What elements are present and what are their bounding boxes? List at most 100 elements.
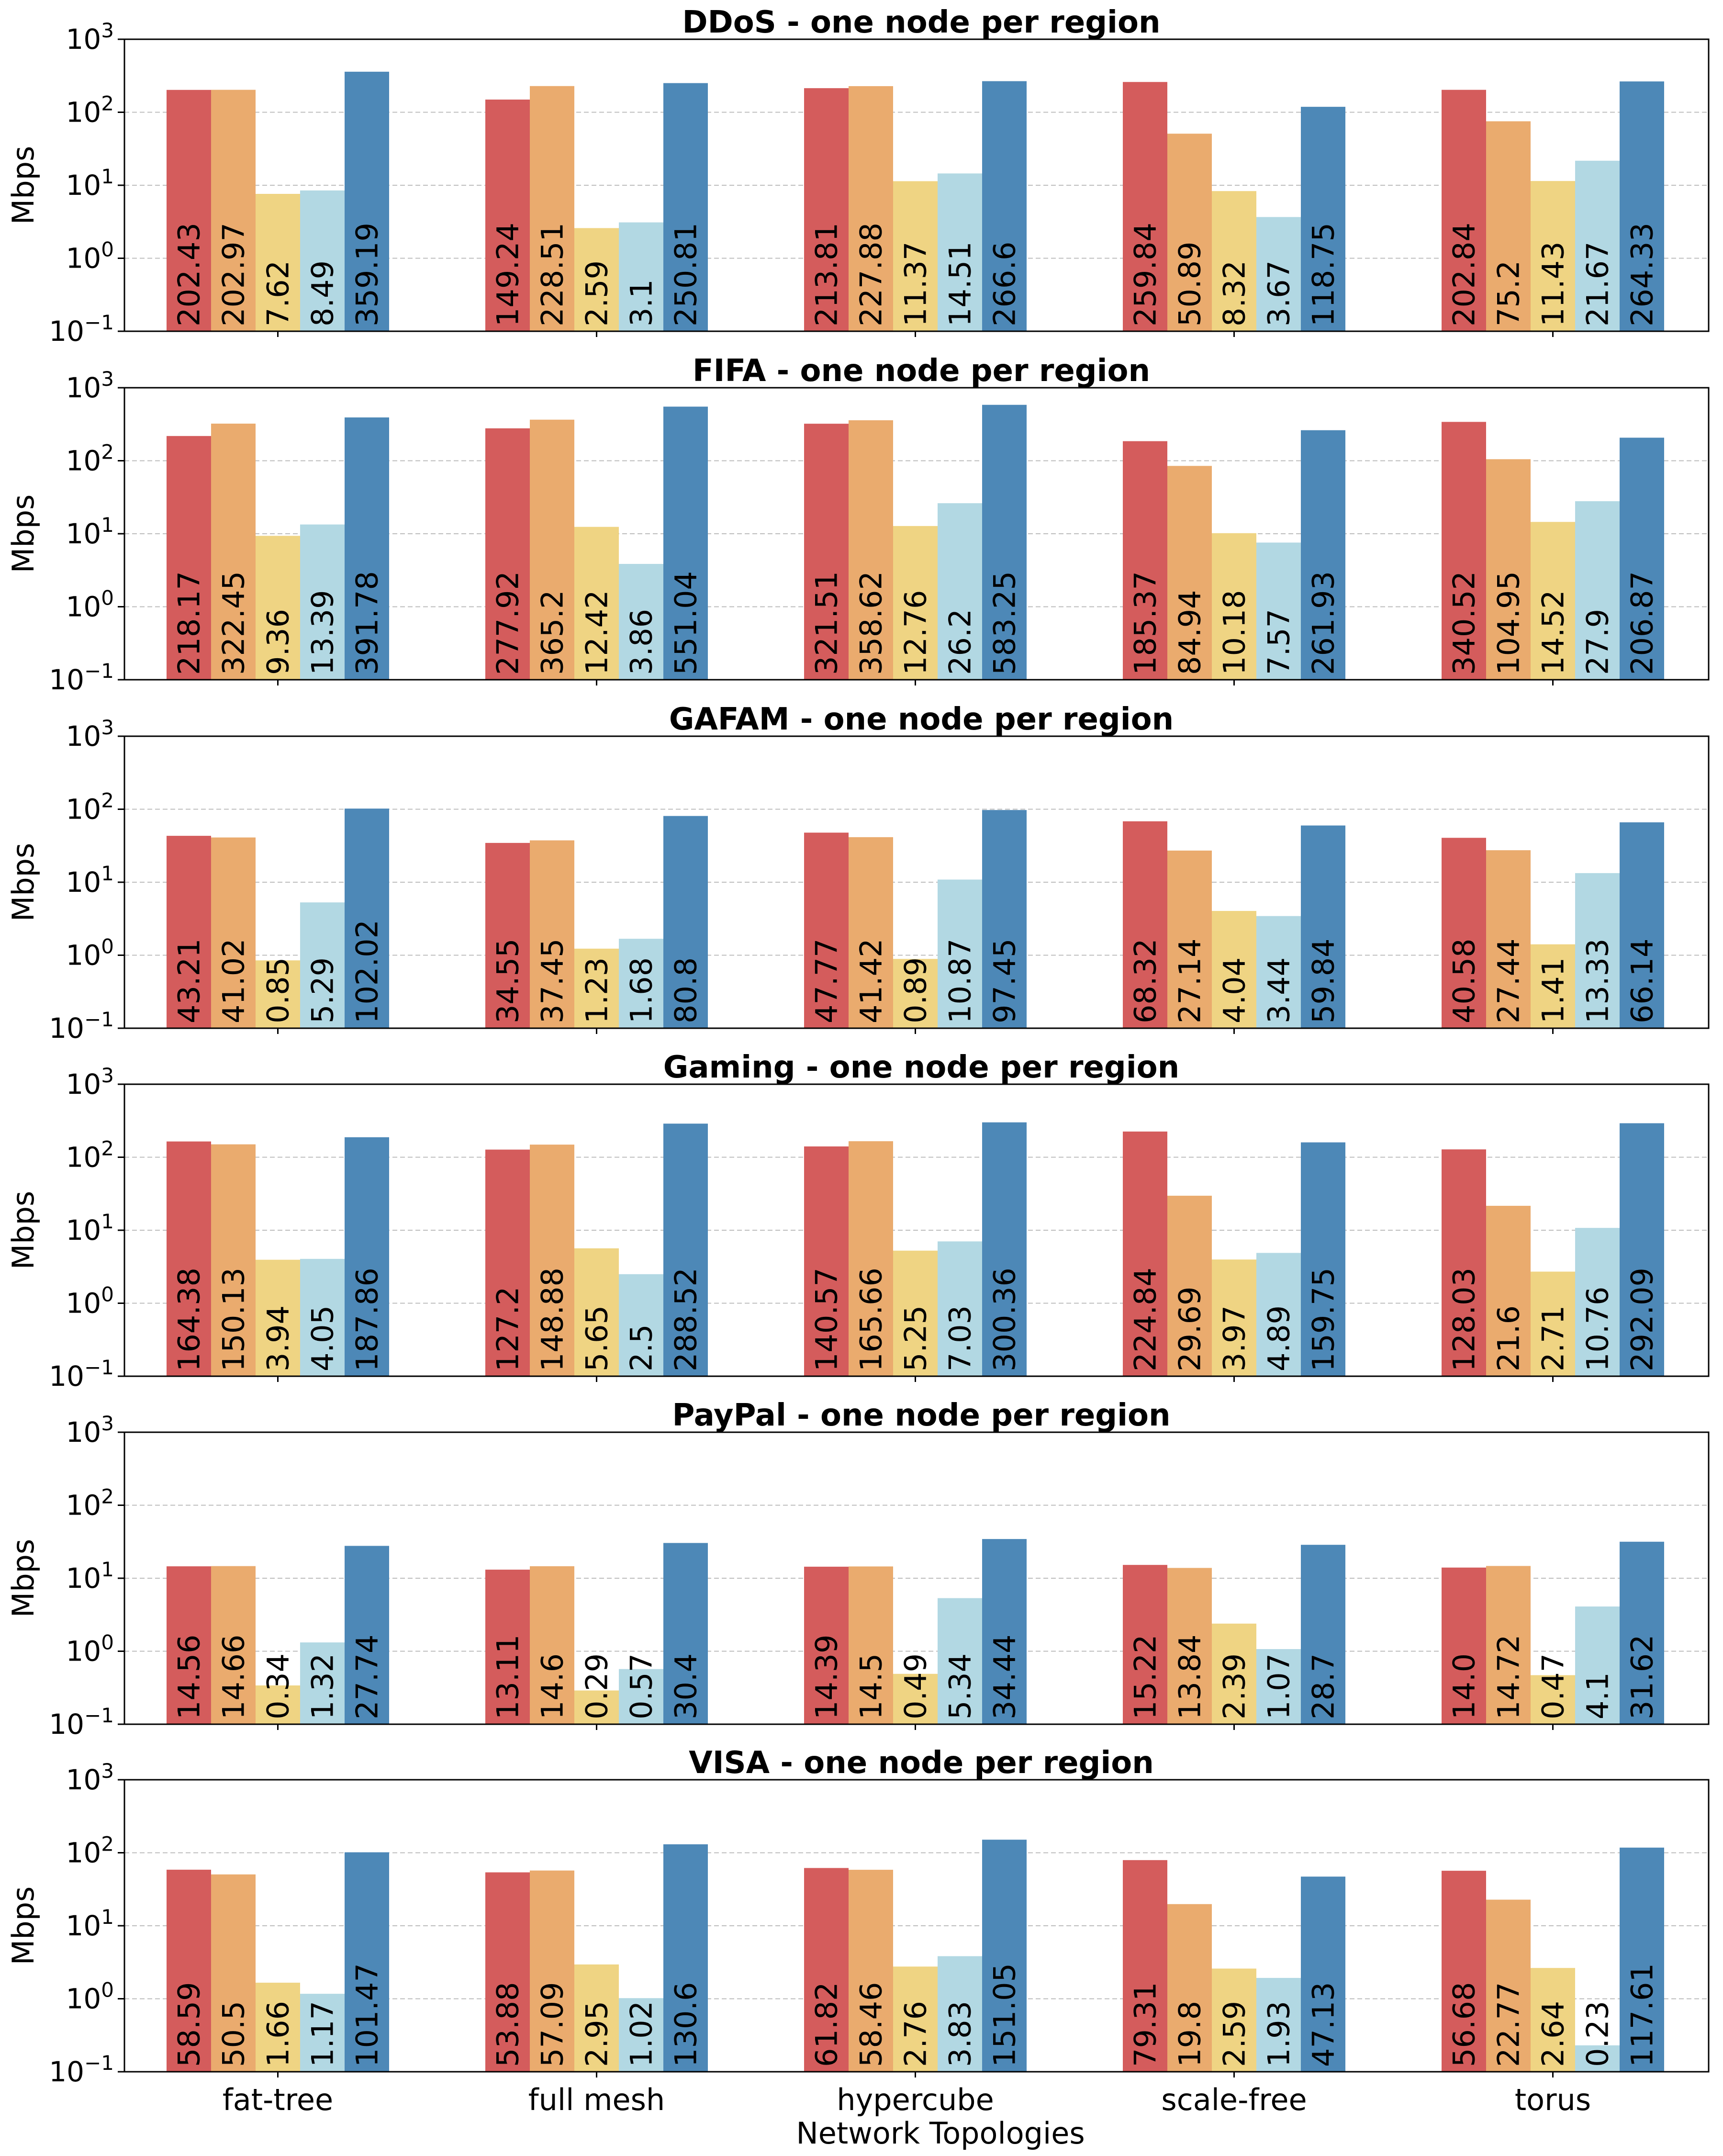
bar (1167, 134, 1212, 331)
bar (530, 840, 574, 1028)
bar (1575, 160, 1620, 331)
y-tick-base: 10 (66, 1562, 101, 1595)
bar-value-label: 31.62 (1625, 1635, 1660, 1720)
bar-value-label: 47.13 (1306, 1982, 1341, 2067)
y-tick-base: 10 (49, 2055, 84, 2088)
y-axis-label: Mbps (6, 146, 41, 225)
bar-value-label: 5.29 (305, 957, 340, 1023)
bar-value-label: 12.76 (898, 590, 933, 675)
bar-value-label: 7.03 (943, 1305, 978, 1371)
y-tick-label: 100 (66, 1978, 114, 2015)
y-tick-base: 10 (66, 1909, 101, 1942)
bar (345, 71, 389, 331)
y-tick-exponent: 3 (101, 1064, 114, 1087)
bar-value-label: 50.5 (216, 2001, 251, 2067)
bar-value-label: 14.51 (943, 242, 978, 327)
bar-value-label: 151.05 (987, 1963, 1022, 2067)
bar (574, 1964, 619, 2072)
bar (1620, 822, 1664, 1028)
bar (849, 420, 893, 680)
bar (1301, 1142, 1345, 1376)
bar-value-label: 50.89 (1173, 242, 1208, 327)
bar (1212, 533, 1256, 680)
y-tick-exponent: 0 (101, 586, 114, 610)
bar (1256, 1977, 1301, 2072)
bar (663, 406, 708, 680)
y-tick-label: 102 (66, 1485, 114, 1522)
y-tick-exponent: 2 (101, 789, 114, 812)
bar (663, 1123, 708, 1376)
y-tick-label: 103 (66, 1064, 114, 1100)
bar (804, 88, 849, 332)
bar (1301, 1876, 1345, 2072)
bar-value-label: 5.25 (898, 1305, 933, 1371)
bar (1575, 873, 1620, 1028)
y-tick-exponent: 2 (101, 440, 114, 464)
y-tick-base: 10 (66, 1416, 101, 1449)
bar-value-label: 292.09 (1625, 1268, 1660, 1371)
y-tick-base: 10 (66, 1068, 101, 1100)
bar (1256, 1649, 1301, 1724)
y-tick-label: 102 (66, 92, 114, 129)
bar-value-label: 5.65 (580, 1305, 615, 1371)
bar-value-label: 47.77 (809, 939, 844, 1024)
bar-value-label: 159.75 (1306, 1268, 1341, 1371)
bar-value-label: 41.02 (216, 939, 251, 1024)
bar (849, 1566, 893, 1724)
bar-value-label: 15.22 (1128, 1635, 1163, 1720)
bar-value-label: 224.84 (1128, 1268, 1163, 1371)
y-tick-base: 10 (66, 23, 101, 56)
bar (1256, 1253, 1301, 1376)
bar (1301, 1545, 1345, 1724)
bar (1486, 1205, 1531, 1376)
bar (938, 1956, 982, 2072)
bar (256, 1259, 300, 1376)
y-tick-label: 101 (66, 513, 114, 550)
bar (574, 948, 619, 1028)
bar (663, 83, 708, 331)
bar (1620, 81, 1664, 331)
bar-value-label: 8.49 (305, 260, 340, 326)
bar-value-label: 0.57 (624, 1653, 659, 1719)
y-tick-label: 101 (66, 165, 114, 202)
bar-value-label: 227.88 (854, 223, 889, 326)
y-axis-label: Mbps (6, 843, 41, 922)
bar (1123, 1860, 1167, 2072)
panel-title: PayPal - one node per region (672, 1398, 1170, 1433)
bar-value-label: 14.56 (172, 1635, 207, 1720)
bar-value-label: 117.61 (1625, 1963, 1660, 2067)
y-tick-base: 10 (66, 96, 101, 129)
bar-value-label: 53.88 (491, 1982, 526, 2067)
bar (300, 1258, 345, 1376)
y-tick-base: 10 (66, 517, 101, 550)
bar-value-label: 30.4 (669, 1653, 704, 1719)
bar (1575, 501, 1620, 680)
bar-value-label: 2.59 (580, 260, 615, 326)
bar-value-label: 165.66 (854, 1268, 889, 1371)
bar-value-label: 359.19 (350, 223, 385, 326)
bar (619, 222, 663, 331)
y-tick-base: 10 (66, 720, 101, 752)
bar-value-label: 68.32 (1128, 939, 1163, 1024)
bar-value-label: 321.51 (809, 571, 844, 675)
y-tick-exponent: 3 (101, 716, 114, 739)
bar-value-label: 19.8 (1173, 2001, 1208, 2067)
bar (1167, 466, 1212, 680)
bar (1123, 441, 1167, 680)
bar (938, 1241, 982, 1376)
bar (982, 81, 1027, 331)
bar (1531, 944, 1575, 1028)
y-axis-label: Mbps (6, 1886, 41, 1965)
bar (804, 832, 849, 1028)
bar (982, 404, 1027, 680)
bar (574, 1690, 619, 1724)
bar-value-label: 29.69 (1173, 1287, 1208, 1372)
y-tick-exponent: 1 (101, 1558, 114, 1581)
bar-value-label: 101.47 (350, 1963, 385, 2067)
y-tick-label: 10−1 (49, 311, 114, 348)
bar-value-label: 1.07 (1262, 1653, 1297, 1719)
bar (530, 1566, 574, 1724)
y-tick-exponent: −1 (84, 311, 114, 334)
bar (211, 423, 256, 680)
